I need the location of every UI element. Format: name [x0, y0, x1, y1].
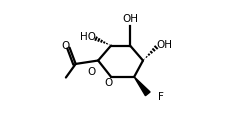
Text: O: O: [87, 67, 96, 77]
Text: F: F: [159, 92, 164, 102]
Text: HO: HO: [80, 32, 96, 42]
Text: OH: OH: [156, 40, 172, 50]
Text: O: O: [62, 41, 70, 51]
Text: OH: OH: [122, 14, 138, 24]
Polygon shape: [134, 77, 150, 96]
Text: O: O: [104, 78, 112, 88]
